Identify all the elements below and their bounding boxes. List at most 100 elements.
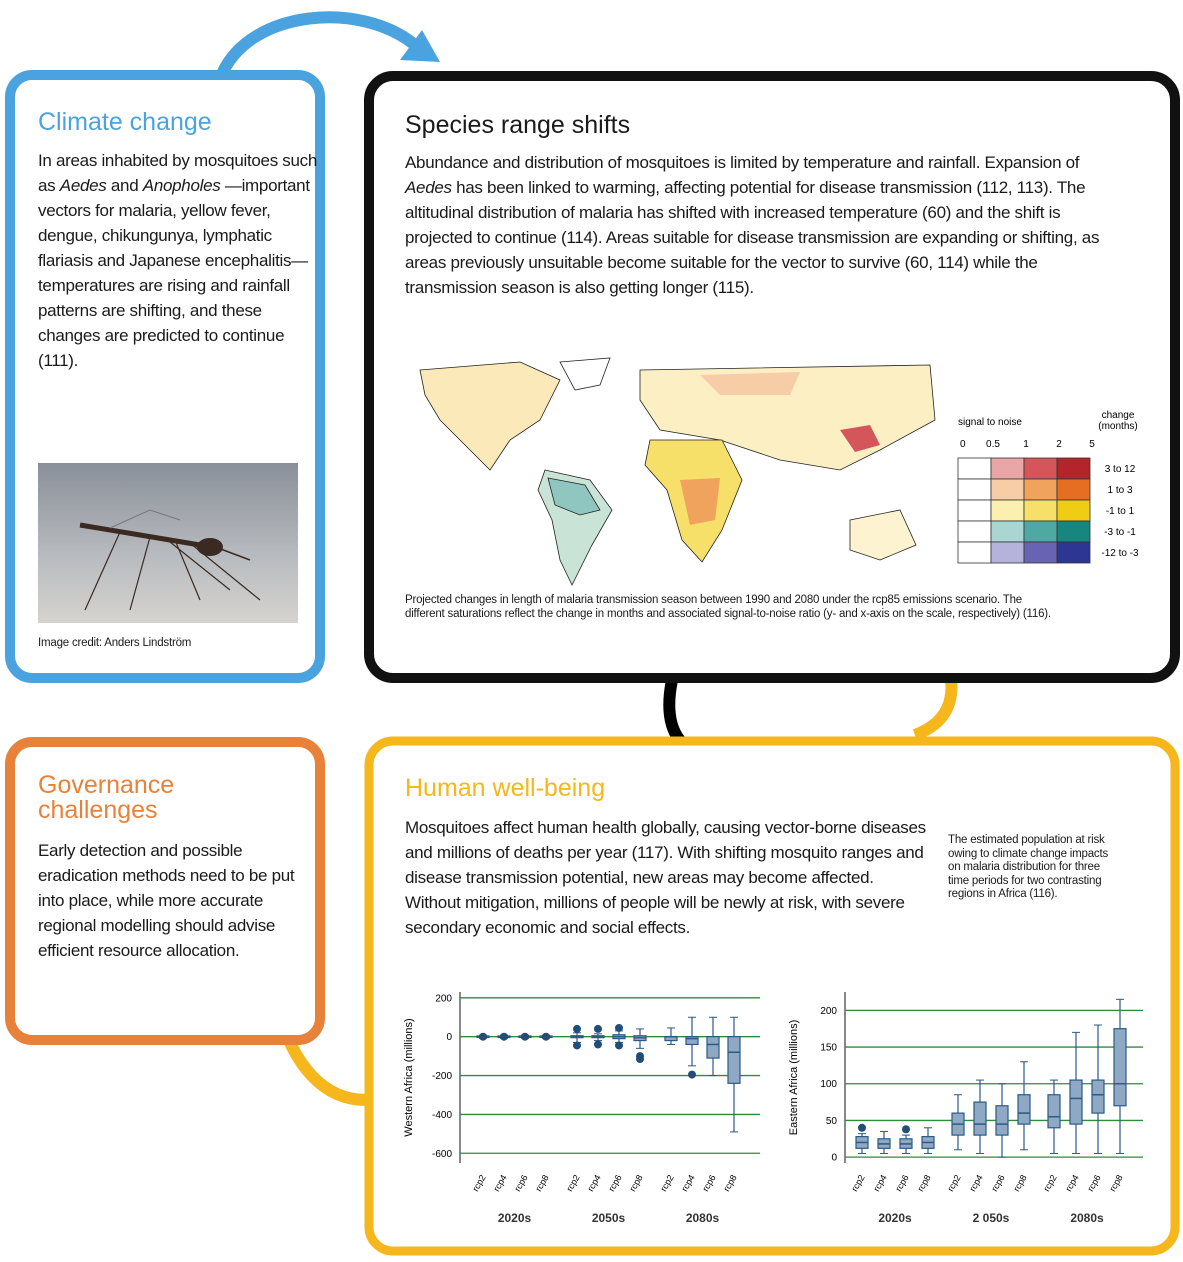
legend-cell [957, 457, 992, 480]
y-tick-label: 200 [820, 1006, 837, 1017]
species-title: Species range shifts [405, 111, 631, 139]
outlier [858, 1123, 866, 1132]
legend-tick: 0.5 [986, 439, 1000, 450]
outlier [615, 1023, 623, 1032]
legend-cell [957, 499, 992, 522]
text: Aedes [405, 178, 452, 197]
legend-cell [957, 541, 992, 564]
world-map [419, 357, 936, 586]
wellbeing-text: Mosquitoes affect human health globally,… [405, 818, 926, 937]
arrow [216, 11, 419, 77]
legend-cell [990, 457, 1025, 480]
map-caption: Projected changes in length of malaria t… [405, 594, 1051, 620]
y-tick-label: 0 [446, 1032, 452, 1043]
y-axis-label: Eastern Africa (millions) [788, 1020, 800, 1136]
climate-title: Climate change [38, 108, 212, 136]
legend-cell [1056, 457, 1091, 480]
text: and [106, 176, 143, 195]
box [685, 1036, 699, 1046]
legend-tick: 1 [1023, 439, 1029, 450]
group-label: 2080s [1070, 1211, 1104, 1225]
legend-cell [1023, 499, 1058, 522]
text: has been linked to warming, affecting po… [405, 178, 1100, 297]
group-label: 2080s [686, 1211, 720, 1225]
legend-tick: 0 [960, 439, 966, 450]
box [995, 1105, 1009, 1136]
legend-cell [990, 478, 1025, 501]
box [973, 1101, 987, 1136]
legend-cell [990, 520, 1025, 543]
box [1069, 1079, 1083, 1125]
box [1017, 1094, 1031, 1125]
legend-y-label: change [1102, 410, 1135, 421]
image-credit: Image credit: Anders Lindström [38, 637, 192, 649]
box [727, 1036, 741, 1084]
text: Abundance and distribution of mosquitoes… [405, 153, 1080, 172]
y-tick-label: 0 [831, 1153, 837, 1164]
legend-tick: 2 [1056, 439, 1062, 450]
y-tick-label: -200 [432, 1071, 452, 1082]
text: —important vectors for malaria, yellow f… [38, 176, 310, 370]
text: Anopholes [142, 176, 221, 195]
legend-cell [1056, 478, 1091, 501]
y-axis-label: Western Africa (millions) [403, 1018, 415, 1136]
climate-text: In areas inhabited by mosquitoes such as… [38, 148, 318, 373]
outlier [594, 1040, 602, 1049]
wellbeing-title: Human well-being [405, 774, 606, 802]
outlier [688, 1070, 696, 1079]
legend-x-label: signal to noise [958, 417, 1022, 428]
arrowhead [400, 30, 440, 62]
legend-cell [1023, 541, 1058, 564]
legend-tick: 5 [1089, 439, 1095, 450]
outlier [573, 1024, 581, 1033]
legend-cell [1056, 520, 1091, 543]
outlier [636, 1055, 644, 1064]
legend-cell [957, 478, 992, 501]
y-tick-label: 150 [820, 1043, 837, 1054]
group-label: 2020s [878, 1211, 912, 1225]
outlier [479, 1032, 487, 1041]
legend-cell [1056, 499, 1091, 522]
y-tick-label: 100 [820, 1079, 837, 1090]
species-text: Abundance and distribution of mosquitoes… [405, 150, 1105, 300]
map-legend: signal to noise change(months) 0 0.5 1 2 5 3 to… [957, 410, 1139, 564]
outlier [902, 1125, 910, 1134]
legend-row-label: -12 to -3 [1101, 548, 1139, 559]
outlier [594, 1024, 602, 1033]
legend-cell [1023, 520, 1058, 543]
legend-row-label: 1 to 3 [1107, 485, 1132, 496]
box [1047, 1094, 1061, 1129]
box [1113, 1028, 1127, 1107]
legend-cell [1056, 541, 1091, 564]
outlier [542, 1032, 550, 1041]
legend-cell [1023, 457, 1058, 480]
chart-note: The estimated population at risk owing t… [948, 834, 1108, 900]
outlier [573, 1041, 581, 1050]
outlier [500, 1032, 508, 1041]
mosquito [79, 509, 261, 611]
governance-text: Early detection and possible eradication… [38, 841, 295, 960]
y-tick-label: -600 [432, 1149, 452, 1160]
box [1091, 1079, 1105, 1114]
legend-row-label: 3 to 12 [1105, 464, 1136, 475]
legend-row-label: -1 to 1 [1106, 506, 1135, 517]
governance-box [5, 737, 325, 1045]
text: In areas inhabited by mosquitoes such as [38, 151, 318, 195]
legend-cell [990, 541, 1025, 564]
legend-cell [957, 520, 992, 543]
y-tick-label: 200 [435, 993, 452, 1004]
group-label: 2050s [592, 1211, 626, 1225]
legend-cell [990, 499, 1025, 522]
text: Aedes [59, 176, 107, 195]
governance-title: Governance challenges [38, 771, 175, 824]
group-label: 2 050s [973, 1211, 1010, 1225]
outlier [615, 1041, 623, 1050]
group-label: 2020s [498, 1211, 532, 1225]
legend-y-label: (months) [1098, 421, 1137, 432]
y-tick-label: 50 [826, 1116, 838, 1127]
y-tick-label: -400 [432, 1110, 452, 1121]
legend-row-label: -3 to -1 [1104, 527, 1136, 538]
outlier [521, 1032, 529, 1041]
